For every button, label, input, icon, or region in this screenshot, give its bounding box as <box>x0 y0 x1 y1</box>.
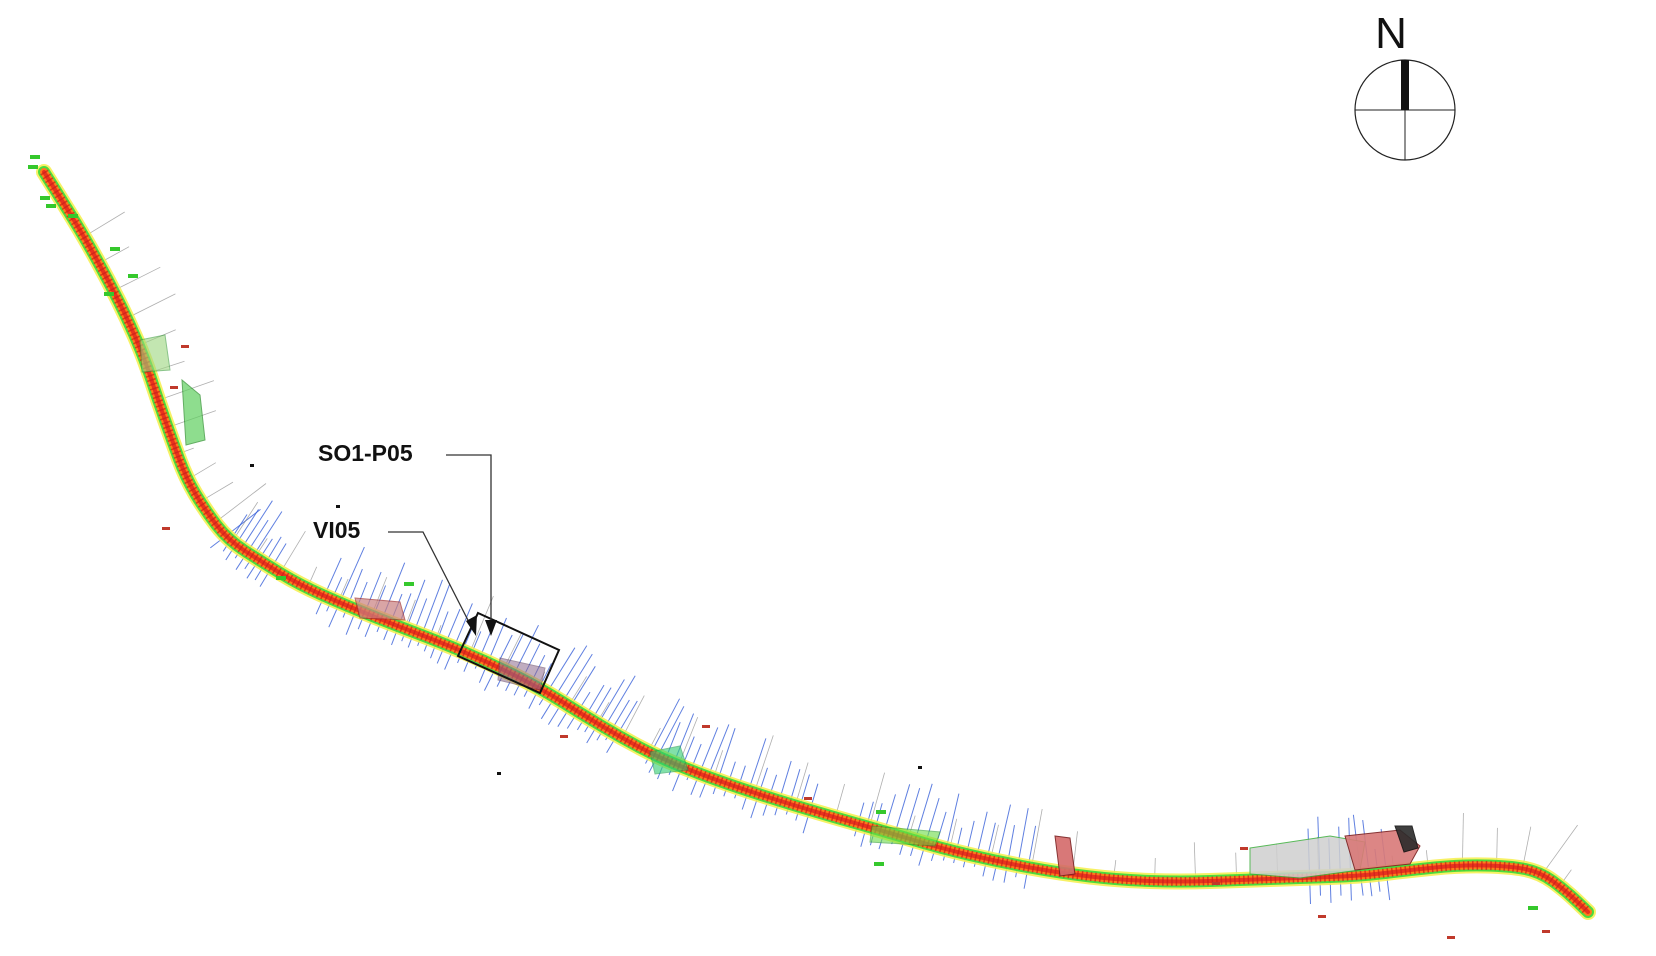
route-centerline <box>42 170 1590 914</box>
red-tag-label <box>1212 882 1220 885</box>
route-orange-band <box>40 168 1592 916</box>
callout-label-vi05: VI05 <box>313 517 361 543</box>
red-tag-label <box>1240 847 1248 850</box>
gray-leader-line <box>1031 808 1043 868</box>
red-tag-label <box>1447 936 1455 939</box>
red-tag-label <box>702 725 710 728</box>
green-feature <box>869 825 941 847</box>
gray-leader-line <box>869 772 885 828</box>
cross-section-line <box>606 700 638 753</box>
cross-section-line <box>547 653 593 725</box>
green-tag-label <box>110 247 120 251</box>
green-tag-label <box>40 196 50 200</box>
red-tag-label <box>1318 915 1326 918</box>
cross-section-line <box>328 546 365 628</box>
cross-section-lines <box>209 500 1391 905</box>
cross-section-line <box>1003 825 1015 883</box>
gray-leader-line <box>214 483 267 524</box>
green-tag-label <box>68 214 78 218</box>
cross-section-line <box>478 617 507 683</box>
site-area-dark <box>1394 825 1419 853</box>
structure-feature <box>354 597 406 621</box>
red-tag-label <box>181 345 189 348</box>
green-tag-label <box>128 274 138 278</box>
site-features <box>139 334 1421 879</box>
black-dot-marker <box>336 505 340 508</box>
green-tag-label <box>874 862 884 866</box>
green-feature <box>139 334 171 373</box>
red-tag-label <box>804 797 812 800</box>
cross-section-line <box>557 666 596 727</box>
cross-section-line <box>982 822 996 877</box>
gray-annotation-lines <box>83 211 1578 887</box>
route-corridor <box>36 164 1596 920</box>
red-tag-label <box>1542 930 1550 933</box>
compass-north-needle <box>1401 60 1409 110</box>
gray-leader-line <box>126 293 176 319</box>
red-tag-label <box>170 386 178 389</box>
location-box <box>456 611 561 695</box>
callout-leader-so1-p05 <box>446 454 492 633</box>
bridge-feature <box>1054 835 1076 877</box>
green-tag-label <box>404 582 414 586</box>
route-chainage-ticks <box>40 169 1592 916</box>
gray-leader-line <box>1462 812 1464 866</box>
green-tag-label <box>104 292 114 296</box>
cross-section-line <box>436 608 461 664</box>
route-yellow-band <box>36 164 1596 920</box>
location-box-outline <box>456 611 561 695</box>
green-feature <box>649 745 689 775</box>
cross-section-line <box>235 519 269 570</box>
green-tag-label <box>30 155 40 159</box>
green-tag-label <box>276 576 286 580</box>
green-tag-label <box>1528 906 1538 910</box>
gray-leader-line <box>83 211 125 238</box>
callout-arrowhead-vi05 <box>466 615 477 636</box>
callout-so1-p05: SO1-P05 <box>318 440 497 636</box>
black-dot-marker <box>918 766 922 769</box>
gray-leader-line <box>113 266 161 292</box>
cross-section-line <box>315 557 342 615</box>
black-dot-marker <box>250 464 254 467</box>
green-tag-label <box>876 810 886 814</box>
cross-section-line <box>1023 825 1037 889</box>
cross-section-line <box>209 509 261 549</box>
north-label: N <box>1375 9 1407 58</box>
north-arrow: N <box>1354 9 1456 161</box>
callout-label-so1-p05: SO1-P05 <box>318 440 413 466</box>
junction-feature <box>497 657 546 691</box>
green-feature <box>181 378 206 446</box>
callout-vi05: VI05 <box>313 517 477 636</box>
callout-leader-vi05 <box>388 531 475 633</box>
site-area-gray <box>1249 835 1366 879</box>
green-tag-label <box>28 165 38 169</box>
black-dot-marker <box>497 772 501 775</box>
small-map-labels <box>28 155 1550 939</box>
gray-leader-line <box>753 735 774 793</box>
gray-leader-line <box>468 595 494 655</box>
route-green-band <box>38 166 1594 918</box>
cross-section-line <box>699 724 730 798</box>
gray-leader-line <box>1542 824 1578 875</box>
cross-section-line <box>690 727 719 795</box>
cross-section-line <box>225 509 259 561</box>
gray-leader-line <box>279 530 306 574</box>
cross-section-line <box>540 645 588 720</box>
red-tag-label <box>162 527 170 530</box>
callout-arrowhead-so1-p05 <box>485 620 497 636</box>
cross-section-line <box>586 679 625 744</box>
red-tag-label <box>560 735 568 738</box>
cross-section-line <box>444 603 473 670</box>
green-tag-label <box>46 204 56 208</box>
